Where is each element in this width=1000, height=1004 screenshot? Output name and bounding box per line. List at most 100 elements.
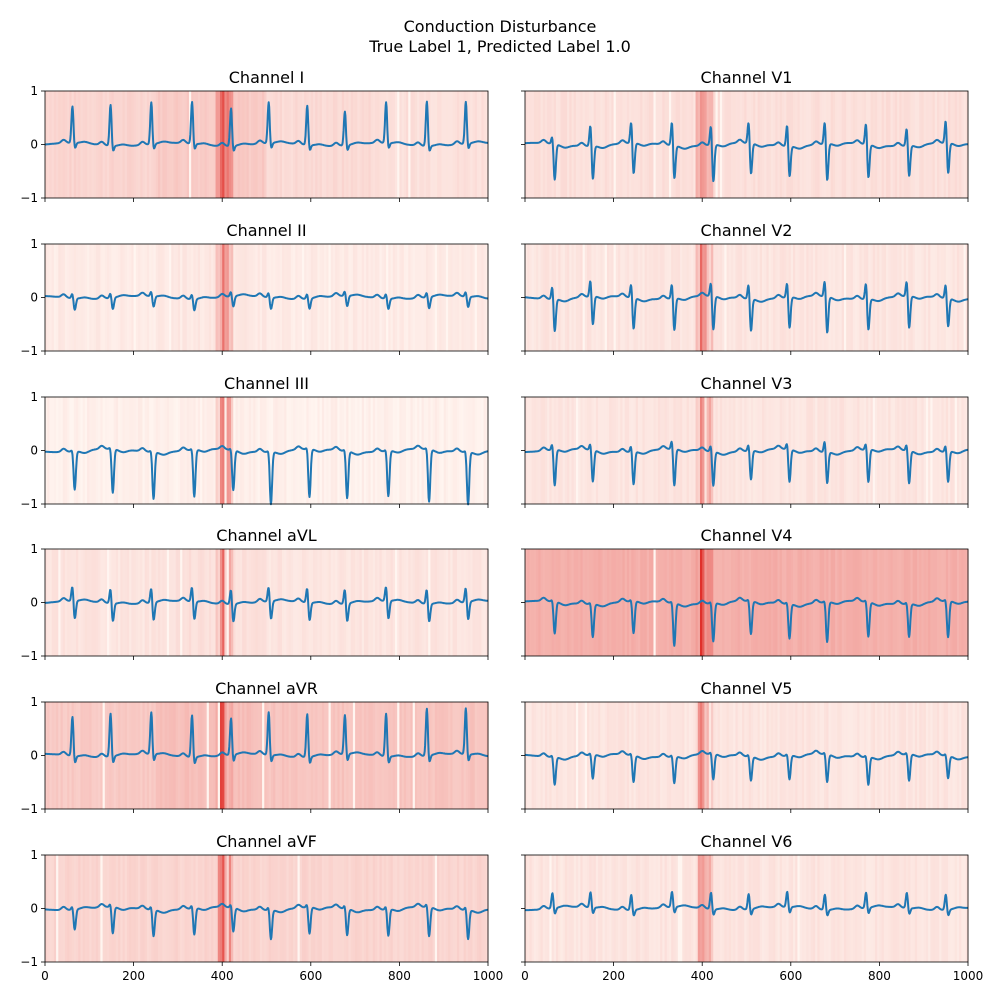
heatmap-cell xyxy=(855,244,858,351)
heatmap-cell xyxy=(224,244,228,351)
heatmap-cell xyxy=(250,702,254,809)
heatmap-cell xyxy=(155,397,159,504)
heatmap-cell xyxy=(450,244,454,351)
x-tick-label: 1000 xyxy=(473,969,504,983)
heatmap-cell xyxy=(533,855,537,962)
heatmap-cell xyxy=(47,397,51,504)
heatmap-cell xyxy=(580,702,584,809)
heatmap-cell xyxy=(582,855,586,962)
heatmap-cell xyxy=(60,244,64,351)
heatmap-cell xyxy=(682,549,686,656)
heatmap-cell xyxy=(288,702,292,809)
heatmap-cell xyxy=(529,855,533,962)
heatmap-cell xyxy=(352,855,356,962)
heatmap-cell xyxy=(567,855,570,962)
heatmap-cell xyxy=(637,244,641,351)
heatmap-cell xyxy=(195,244,199,351)
heatmap-cell xyxy=(266,91,270,198)
heatmap-cell xyxy=(337,244,341,351)
heatmap-cell xyxy=(434,702,438,809)
heatmap-cell xyxy=(160,244,163,351)
heatmap-cell xyxy=(390,91,394,198)
heatmap-cell xyxy=(339,549,343,656)
heatmap-cell xyxy=(481,549,485,656)
heatmap-cell xyxy=(757,549,761,656)
heatmap-cell xyxy=(646,397,650,504)
heatmap-cell xyxy=(392,855,396,962)
heatmap-cell xyxy=(275,549,279,656)
heatmap-cell xyxy=(759,549,763,656)
heatmap-cell xyxy=(575,397,579,504)
heatmap-cell xyxy=(901,244,905,351)
heatmap-cell xyxy=(337,702,341,809)
heatmap-cell xyxy=(350,702,354,809)
heatmap-cell xyxy=(799,702,803,809)
heatmap-cell xyxy=(527,397,531,504)
heatmap-cell xyxy=(746,91,750,198)
heatmap-cell xyxy=(144,702,148,809)
y-tick-label: −1 xyxy=(20,191,38,205)
ecg-trace xyxy=(44,290,489,312)
heatmap-cell xyxy=(472,702,476,809)
heatmap-cell xyxy=(591,91,595,198)
heatmap-cell xyxy=(341,702,345,809)
heatmap-cell xyxy=(843,244,847,351)
heatmap-cell xyxy=(56,91,59,198)
heatmap-cell xyxy=(359,549,363,656)
heatmap-cell xyxy=(403,702,407,809)
heatmap-cell xyxy=(941,549,945,656)
heatmap-cell xyxy=(264,91,268,198)
heatmap-cell xyxy=(157,702,161,809)
panel-title: Channel aVF xyxy=(216,832,317,851)
heatmap-cell xyxy=(169,549,172,656)
heatmap-cell xyxy=(406,397,409,504)
heatmap-cell xyxy=(468,397,471,504)
heatmap-cell xyxy=(479,91,482,198)
heatmap-cell xyxy=(609,702,612,809)
heatmap-cell xyxy=(386,855,389,962)
heatmap-cell xyxy=(456,855,460,962)
heatmap-cell xyxy=(423,702,427,809)
panel-title: Channel V3 xyxy=(701,374,793,393)
heatmap-cell xyxy=(795,855,799,962)
heatmap-cell xyxy=(859,549,863,656)
heatmap-cell xyxy=(366,855,369,962)
heatmap-cell xyxy=(219,549,223,656)
heatmap-cell xyxy=(536,549,539,656)
heatmap-cell xyxy=(744,91,748,198)
heatmap-cell xyxy=(812,855,816,962)
heatmap-cell xyxy=(870,91,874,198)
heatmap-cell xyxy=(859,91,863,198)
heatmap-cell xyxy=(122,397,126,504)
heatmap-cell xyxy=(160,91,163,198)
heatmap-cell xyxy=(437,702,440,809)
heatmap-cell xyxy=(835,91,838,198)
heatmap-cell xyxy=(618,91,621,198)
heatmap-cell xyxy=(290,244,294,351)
heatmap-cell xyxy=(359,702,363,809)
heatmap-cell xyxy=(91,702,95,809)
heatmap-cell xyxy=(879,91,883,198)
heatmap-cell xyxy=(417,549,420,656)
heatmap-cell xyxy=(711,397,714,504)
heatmap-cell xyxy=(388,549,392,656)
heatmap-cell xyxy=(237,855,241,962)
heatmap-cell xyxy=(697,702,701,809)
heatmap-cell xyxy=(713,549,717,656)
heatmap-cell xyxy=(270,855,274,962)
heatmap-cell xyxy=(253,702,257,809)
heatmap-cell xyxy=(653,702,657,809)
heatmap-cell xyxy=(483,549,487,656)
heatmap-cell xyxy=(375,702,378,809)
heatmap-cell xyxy=(914,91,918,198)
heatmap-cell xyxy=(888,855,892,962)
heatmap-cell xyxy=(722,244,725,351)
heatmap-cell xyxy=(58,702,62,809)
heatmap-cell xyxy=(359,855,363,962)
heatmap-cell xyxy=(175,549,179,656)
heatmap-cell xyxy=(642,91,646,198)
heatmap-cell xyxy=(578,855,581,962)
heatmap-cell xyxy=(142,244,146,351)
heatmap-cell xyxy=(113,91,117,198)
heatmap-cell xyxy=(273,91,276,198)
